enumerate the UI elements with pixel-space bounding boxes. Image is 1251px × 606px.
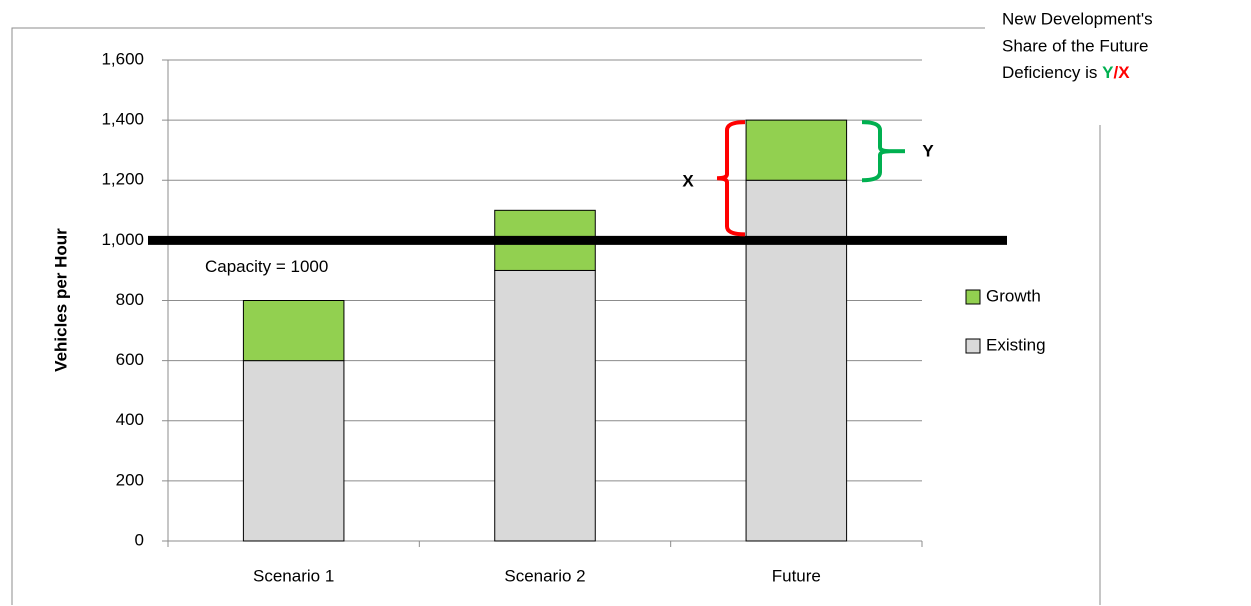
- annotation-line: Deficiency is Y/X: [1002, 63, 1130, 82]
- capacity-label: Capacity = 1000: [205, 257, 328, 276]
- x-tick-label: Future: [772, 566, 821, 585]
- annotation-x: X: [1118, 63, 1130, 82]
- y-tick-label: 400: [116, 410, 144, 429]
- y-tick-label: 1,000: [101, 230, 144, 249]
- bracket-x-label: X: [682, 172, 694, 191]
- annotation-line: New Development's: [1002, 9, 1153, 28]
- bar-segment: [494, 269, 596, 542]
- y-tick-label: 1,600: [101, 49, 144, 68]
- legend-swatch: [965, 338, 981, 354]
- annotation-y: Y: [1102, 63, 1114, 82]
- y-tick-label: 600: [116, 350, 144, 369]
- annotation-line: Share of the Future: [1002, 36, 1148, 55]
- bar-segment: [745, 179, 848, 542]
- y-tick-label: 1,400: [101, 110, 144, 129]
- legend-label: Existing: [986, 335, 1046, 354]
- legend-swatch: [965, 289, 981, 305]
- bracket-y: [861, 120, 891, 183]
- annotation-slash: /: [1113, 63, 1118, 82]
- x-tick-label: Scenario 2: [504, 566, 585, 585]
- bar-segment: [242, 360, 345, 542]
- annotation-text: Deficiency is: [1002, 63, 1102, 82]
- y-tick-label: 1,200: [101, 170, 144, 189]
- bracket-x: [716, 120, 746, 237]
- bar-segment: [242, 300, 345, 362]
- chart-frame: [11, 27, 1101, 605]
- legend-label: Growth: [986, 286, 1041, 305]
- x-tick-label: Scenario 1: [253, 566, 334, 585]
- y-tick-label: 0: [135, 530, 144, 549]
- y-tick-label: 200: [116, 470, 144, 489]
- bar-segment: [745, 119, 848, 181]
- y-axis-label: Vehicles per Hour: [51, 228, 70, 372]
- bracket-y-label: Y: [922, 142, 934, 161]
- y-tick-label: 800: [116, 290, 144, 309]
